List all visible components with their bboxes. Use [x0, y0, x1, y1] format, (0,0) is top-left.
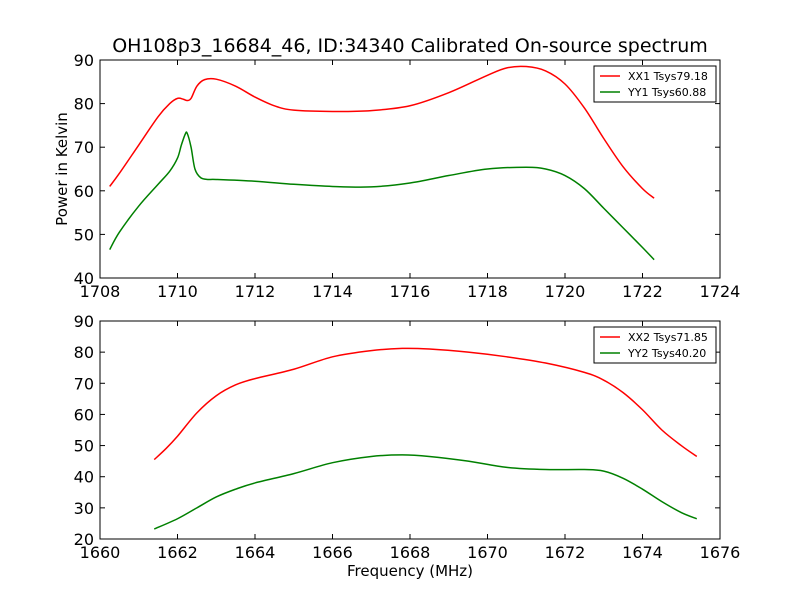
- x-tick-label: 1724: [700, 282, 741, 301]
- x-tick-label: 1716: [390, 282, 431, 301]
- x-tick-label: 1676: [700, 543, 741, 562]
- x-tick-label: 1670: [467, 543, 508, 562]
- legend-label: YY2 Tsys40.20: [627, 347, 706, 360]
- x-tick-label: 1662: [157, 543, 198, 562]
- y-tick-label: 20: [74, 530, 94, 549]
- y-tick-label: 80: [74, 95, 94, 114]
- chart-1: 1708 1710 1712 1714 1716 1718 1720 1722 1724 40 50…: [53, 35, 740, 301]
- series-line-yy2: [153, 454, 698, 530]
- y-tick-label: 60: [74, 182, 94, 201]
- x-tick-label: 1712: [235, 282, 276, 301]
- x-tick-label: 1664: [235, 543, 276, 562]
- legend-label: YY1 Tsys60.88: [627, 86, 706, 99]
- x-tick-label: 1672: [545, 543, 586, 562]
- y-tick-label: 80: [74, 343, 94, 362]
- legend: XX2 Tsys71.85 YY2 Tsys40.20: [593, 326, 717, 364]
- x-tick-label: 1666: [312, 543, 353, 562]
- x-tick-label: 1714: [312, 282, 353, 301]
- y-tick-label: 70: [74, 138, 94, 157]
- legend-label: XX2 Tsys71.85: [628, 331, 708, 344]
- y-tick-label: 60: [74, 405, 94, 424]
- legend-box: [593, 326, 717, 364]
- y-tick-label: 30: [74, 499, 94, 518]
- y-tick-label: 40: [74, 468, 94, 487]
- y-tick-label: 70: [74, 374, 94, 393]
- y-tick-label: 50: [74, 437, 94, 456]
- x-tick-label: 1674: [622, 543, 663, 562]
- x-tick-label: 1668: [390, 543, 431, 562]
- legend-box: [593, 65, 717, 103]
- y-tick-label: 90: [74, 51, 94, 70]
- y-tick-label: 40: [74, 269, 94, 288]
- x-tick-label: 1660: [80, 543, 121, 562]
- series-line-xx2: [153, 347, 698, 461]
- x-tick-label: 1718: [467, 282, 508, 301]
- x-axis-label: Frequency (MHz): [347, 562, 473, 580]
- x-tick-label: 1722: [622, 282, 663, 301]
- x-tick-label: 1710: [157, 282, 198, 301]
- series-line-yy1: [109, 131, 655, 261]
- x-tick-label: 1720: [545, 282, 586, 301]
- y-tick-label: 50: [74, 225, 94, 244]
- x-tick-label: 1708: [80, 282, 121, 301]
- legend: XX1 Tsys79.18 YY1 Tsys60.88: [593, 65, 717, 103]
- y-tick-label: 90: [74, 312, 94, 331]
- y-axis-label: Power in Kelvin: [53, 112, 71, 226]
- chart-2: 1660 1662 1664 1666 1668 1670 1672 1674 1676 20 30…: [74, 312, 741, 580]
- legend-label: XX1 Tsys79.18: [628, 70, 708, 83]
- chart-title: OH108p3_16684_46, ID:34340 Calibrated On…: [112, 35, 708, 57]
- series-line-xx1: [109, 65, 655, 199]
